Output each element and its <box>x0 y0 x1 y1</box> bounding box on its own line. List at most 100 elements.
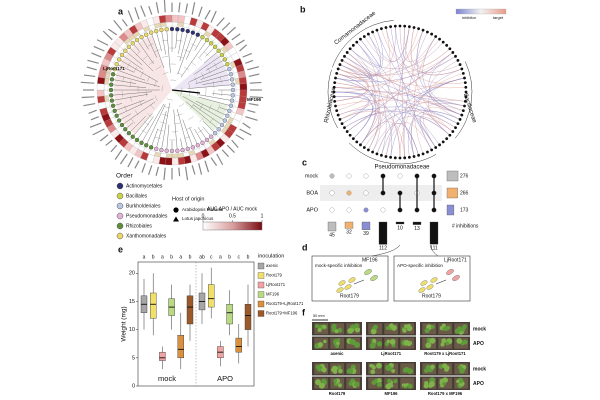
edge <box>422 36 462 116</box>
tip <box>154 146 159 152</box>
node <box>393 156 397 160</box>
cell <box>338 280 346 286</box>
tip-label-stub <box>245 59 254 64</box>
tip-label-stub <box>239 128 252 136</box>
tip <box>169 148 175 154</box>
plant <box>315 364 322 370</box>
tip <box>190 145 196 150</box>
clade-shade <box>113 35 172 135</box>
clade-shade <box>172 90 229 132</box>
node <box>338 63 342 66</box>
branch <box>113 94 149 101</box>
tip <box>148 145 154 150</box>
tip <box>126 44 132 50</box>
set-size-label: 173 <box>460 207 469 213</box>
plant <box>376 362 382 369</box>
matrix-dot <box>346 173 352 179</box>
branch <box>173 109 178 149</box>
tip-label-stub <box>96 39 109 46</box>
matrix-dot <box>329 207 335 213</box>
matrix-dot <box>363 173 369 179</box>
node <box>461 72 465 75</box>
scale-bar <box>202 221 263 231</box>
tip <box>229 77 235 82</box>
plant <box>354 323 359 329</box>
tip-label-stub <box>235 39 245 46</box>
edge <box>334 52 453 89</box>
photo-label: LjRoot171 <box>381 351 402 356</box>
y-tick-label: 10 <box>129 327 135 333</box>
host-cell <box>235 89 241 97</box>
branch <box>186 36 198 60</box>
tip-label-stub <box>210 157 218 166</box>
tip-label-stub <box>247 66 260 71</box>
tip-label-stub <box>178 167 181 177</box>
plant <box>334 329 339 334</box>
matrix-dot <box>346 207 352 213</box>
tip-label-stub <box>90 116 99 121</box>
plant <box>333 378 338 383</box>
tip-label-stub <box>83 74 96 78</box>
legend-swatch <box>257 291 265 298</box>
legend-label: LjRoot171 <box>266 282 286 287</box>
plant <box>376 382 382 388</box>
plant <box>402 328 407 333</box>
node <box>412 155 416 158</box>
connector <box>429 244 439 257</box>
branch <box>205 60 224 71</box>
cell <box>364 269 372 275</box>
tip <box>134 137 140 143</box>
tip <box>185 146 190 152</box>
edge <box>403 31 428 158</box>
plant <box>317 328 322 333</box>
tip-label-stub <box>121 19 128 27</box>
node <box>454 54 457 58</box>
plant <box>454 328 460 334</box>
tip-label-stub <box>99 134 109 142</box>
edge <box>335 30 384 81</box>
plant <box>446 325 451 330</box>
tip <box>109 77 115 82</box>
node <box>340 58 344 62</box>
cell <box>420 280 428 286</box>
tip <box>123 48 128 53</box>
significance-letter: a <box>161 254 164 260</box>
tip-label-stub <box>114 149 123 160</box>
plant <box>440 342 445 347</box>
node <box>445 43 449 47</box>
edge <box>349 33 381 68</box>
tip-label-stub <box>248 102 259 106</box>
plant <box>337 365 342 370</box>
tip-label-stub <box>88 109 97 114</box>
intersection-label: 45 <box>329 232 335 238</box>
plant <box>386 339 391 344</box>
tip <box>139 35 144 40</box>
matrix-dot <box>329 190 335 196</box>
node <box>345 130 349 133</box>
box <box>226 304 233 325</box>
tip-label-stub <box>89 122 102 128</box>
tip <box>134 37 140 43</box>
edge <box>347 52 376 139</box>
internal-arc <box>137 55 207 125</box>
box <box>159 351 166 361</box>
plant <box>406 325 413 332</box>
tip <box>225 113 230 118</box>
tip <box>159 27 164 33</box>
tip <box>169 26 175 32</box>
tip <box>164 27 169 32</box>
plant <box>353 381 360 388</box>
scheme-label: Root179 <box>422 293 441 299</box>
family-label: Pseudomonadaceae <box>374 165 430 171</box>
branch <box>219 107 228 111</box>
node <box>338 118 342 121</box>
legend-label: axenic <box>266 263 278 268</box>
legend-title: inoculation <box>258 253 284 259</box>
branch <box>182 96 224 120</box>
branch <box>114 74 160 87</box>
edge <box>360 109 461 145</box>
tip-label-stub <box>108 28 118 36</box>
tip-label-stub <box>216 153 224 166</box>
legend-swatch <box>116 182 124 190</box>
node <box>451 130 455 133</box>
